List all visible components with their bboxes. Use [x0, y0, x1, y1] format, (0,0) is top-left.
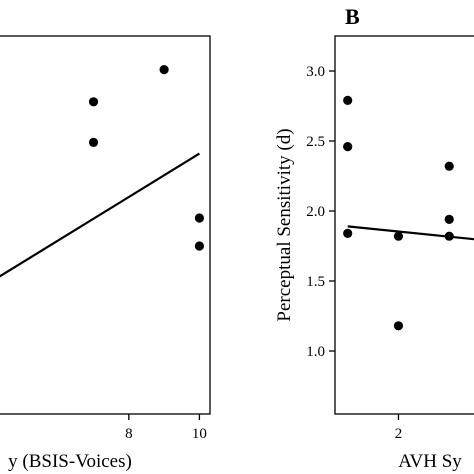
y-tick-label: 2.5 — [306, 134, 325, 150]
x-tick-label: 8 — [125, 426, 133, 442]
panel-a: 8 10 y (BSIS-Voices) — [0, 35, 211, 472]
regression-line — [347, 225, 474, 241]
y-tick-label: 3.0 — [306, 64, 325, 80]
y-axis-title: Perceptual Sensitivity (d) — [274, 128, 295, 321]
plot-frame — [334, 35, 474, 415]
panel-b: 2 1.0 1.5 2.0 2.5 3.0 AVH Sy Perceptual Sensiti… — [274, 4, 474, 472]
x-axis-title: AVH Sy — [398, 451, 462, 472]
x-tick-label: 2 — [395, 426, 403, 442]
data-point — [159, 65, 169, 75]
data-point — [343, 95, 353, 105]
data-point — [343, 228, 353, 238]
x-tick-label: 10 — [192, 426, 207, 442]
data-point — [444, 214, 454, 224]
data-point — [88, 97, 99, 107]
data-point — [393, 321, 404, 331]
data-point — [343, 142, 353, 152]
data-point — [194, 241, 205, 251]
regression-line — [0, 152, 200, 278]
data-point — [444, 231, 454, 241]
data-point — [88, 137, 99, 147]
data-point — [393, 231, 404, 241]
data-point — [194, 213, 205, 223]
data-point — [444, 161, 454, 171]
panel-letter: B — [345, 4, 360, 29]
y-tick-label: 2.0 — [306, 204, 325, 220]
y-tick-label: 1.5 — [306, 274, 325, 290]
x-axis-title: y (BSIS-Voices) — [8, 451, 132, 472]
plot-frame — [0, 35, 211, 415]
y-tick-label: 1.0 — [306, 344, 325, 360]
